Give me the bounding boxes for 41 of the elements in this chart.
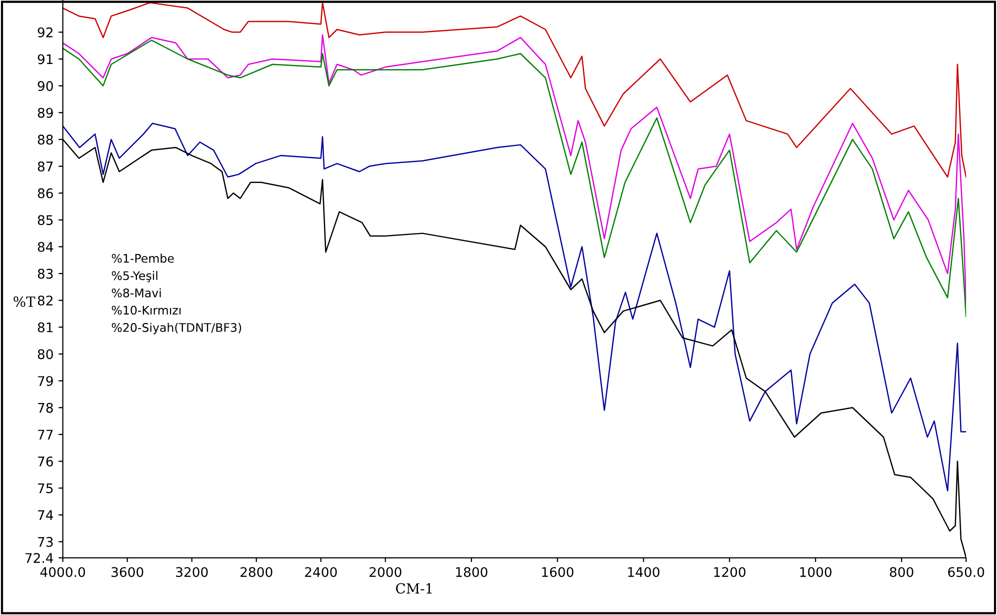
x-tick-label: 2800 <box>240 567 272 578</box>
x-tick-label: 1800 <box>456 567 488 578</box>
y-tick-label: 80 <box>38 349 53 360</box>
x-tick-label: 2000 <box>370 567 402 578</box>
y-tick-label: 92 <box>38 27 52 38</box>
annotation: %8-Mavi <box>112 288 161 298</box>
x-tick-label: 1000 <box>800 567 832 578</box>
x-tick-label: 1200 <box>714 567 746 578</box>
x-tick-label: 650.0 <box>948 567 984 578</box>
y-tick-label: 84 <box>38 242 54 252</box>
y-tick-label: 85 <box>38 215 53 226</box>
y-tick-label: 73 <box>38 536 53 547</box>
y-tick-label: 89 <box>38 108 53 118</box>
y-tick-label: 77 <box>38 430 53 440</box>
x-tick-label: 800 <box>890 567 914 578</box>
y-tick-label: 81 <box>38 322 53 332</box>
y-axis-title: %T <box>14 296 36 307</box>
x-tick-label: 1400 <box>628 567 660 578</box>
x-tick-label: 1600 <box>542 567 574 578</box>
annotation: %5-Yeşil <box>112 270 158 282</box>
annotation: %1-Pembe <box>112 254 174 263</box>
x-tick-label: 4000.0 <box>40 567 86 578</box>
y-tick-label: 75 <box>38 483 53 494</box>
y-tick-label: 74 <box>38 510 54 520</box>
y-tick-label: 79 <box>38 376 53 386</box>
y-tick-label: 76 <box>38 456 53 466</box>
annotation: %20-Siyah(TDNT/BF3) <box>112 322 242 334</box>
x-tick-label: 2400 <box>305 567 337 578</box>
y-tick-label: 72.4 <box>25 553 54 563</box>
y-tick-label: 90 <box>38 81 53 92</box>
y-tick-label: 87 <box>38 161 53 172</box>
x-tick-label: 3600 <box>112 567 144 578</box>
y-tick-label: 83 <box>38 268 53 279</box>
annotation: %10-Kırmızı <box>112 306 181 315</box>
x-axis-title: CM-1 <box>396 583 432 594</box>
y-tick-label: 91 <box>38 54 53 64</box>
y-tick-label: 86 <box>38 188 53 198</box>
y-tick-label: 78 <box>38 402 53 413</box>
y-tick-label: 88 <box>38 134 53 145</box>
x-tick-label: 3200 <box>176 567 208 578</box>
y-tick-label: 82 <box>38 296 52 306</box>
